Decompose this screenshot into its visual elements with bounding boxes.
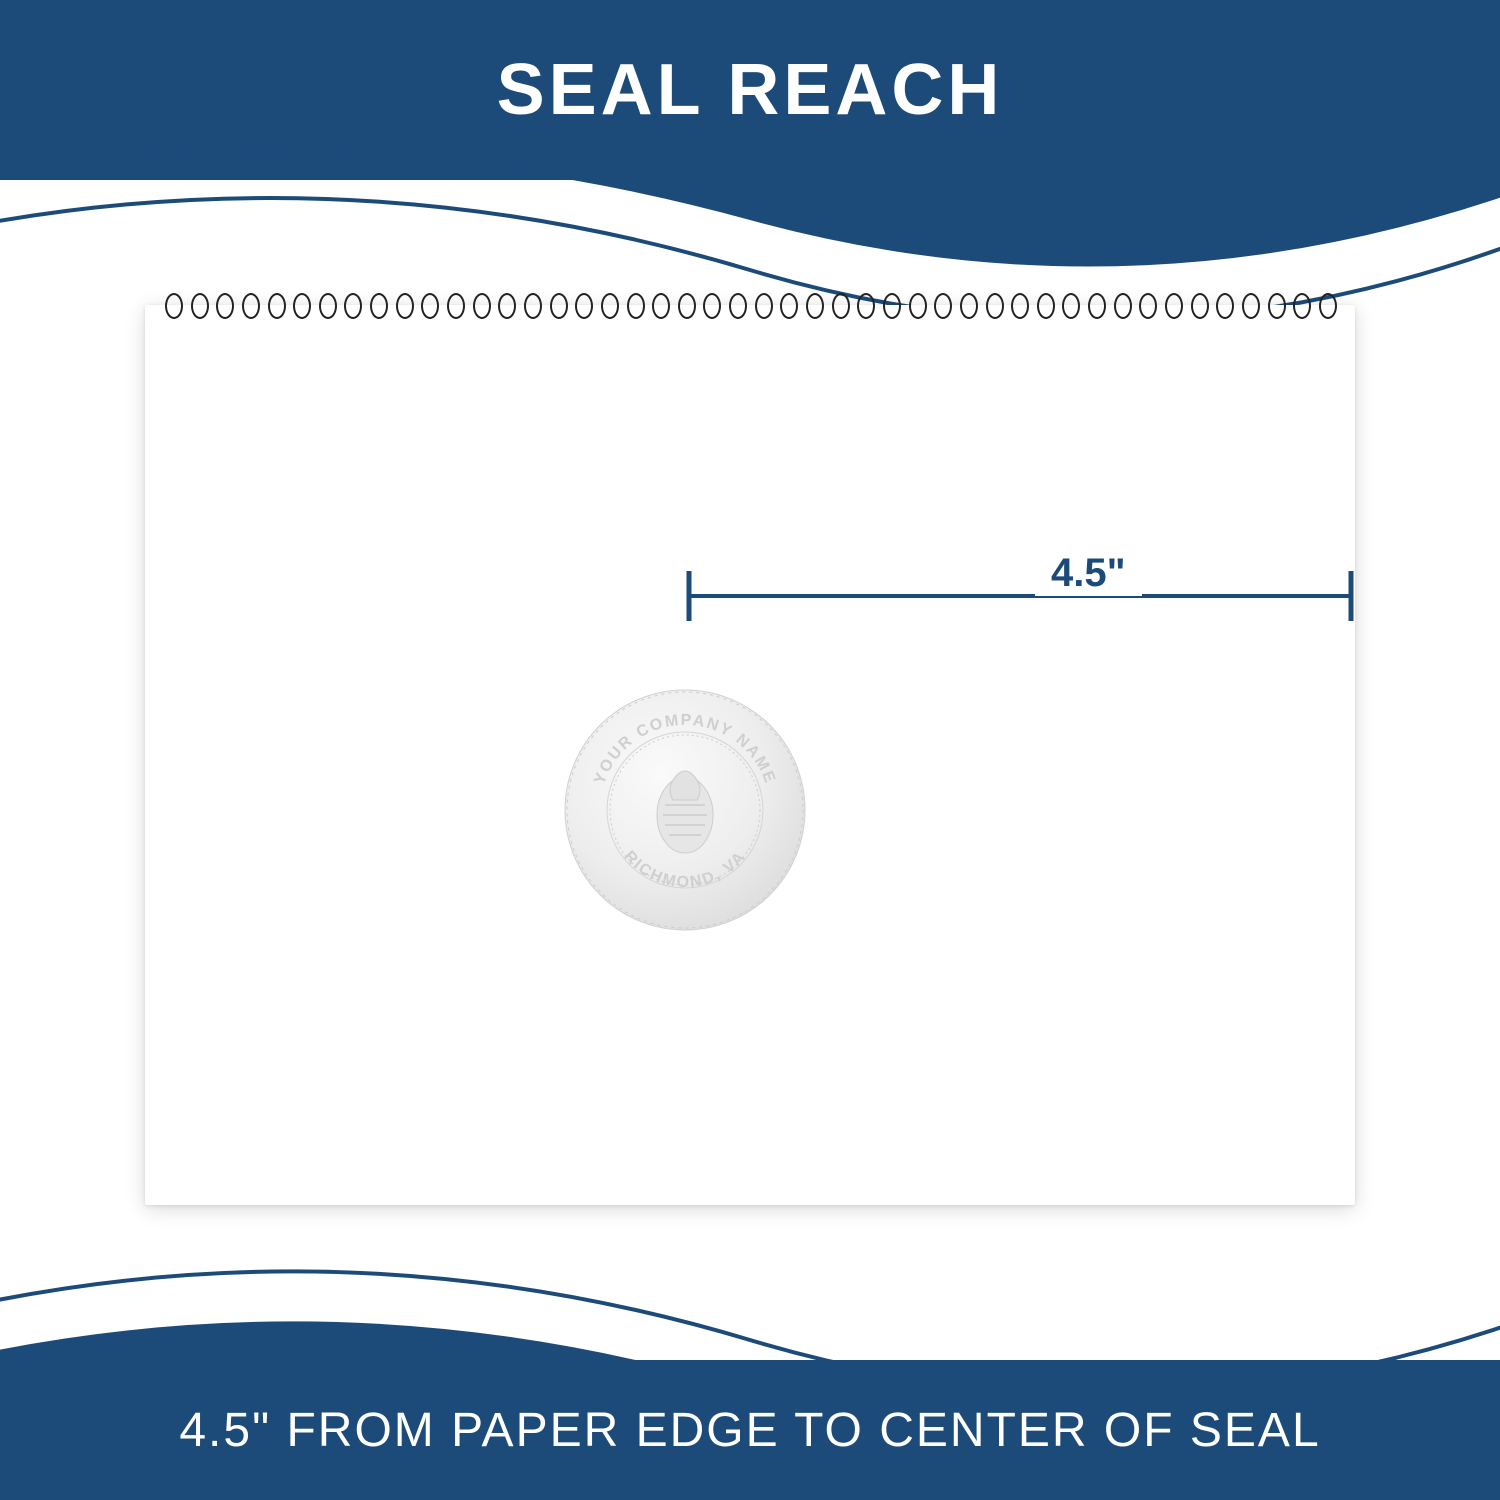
- spiral-ring: [268, 293, 284, 319]
- spiral-ring: [498, 293, 514, 319]
- notebook-paper: YOUR COMPANY NAME RICHMOND, VA 4.5": [145, 305, 1355, 1205]
- spiral-ring: [1293, 293, 1309, 319]
- spiral-ring: [832, 293, 848, 319]
- spiral-ring: [370, 293, 386, 319]
- header-banner: SEAL REACH: [0, 0, 1500, 180]
- spiral-ring: [806, 293, 822, 319]
- spiral-ring: [575, 293, 591, 319]
- spiral-binding: [165, 293, 1335, 323]
- spiral-ring: [1165, 293, 1181, 319]
- spiral-ring: [729, 293, 745, 319]
- spiral-ring: [1011, 293, 1027, 319]
- page-title: SEAL REACH: [497, 49, 1004, 131]
- spiral-ring: [755, 293, 771, 319]
- spiral-ring: [703, 293, 719, 319]
- spiral-ring: [216, 293, 232, 319]
- spiral-ring: [1268, 293, 1284, 319]
- measurement-line: 4.5": [685, 571, 1355, 631]
- spiral-ring: [986, 293, 1002, 319]
- spiral-ring: [396, 293, 412, 319]
- spiral-ring: [1319, 293, 1335, 319]
- spiral-ring: [1139, 293, 1155, 319]
- spiral-ring: [473, 293, 489, 319]
- spiral-ring: [524, 293, 540, 319]
- spiral-ring: [627, 293, 643, 319]
- spiral-ring: [857, 293, 873, 319]
- embossed-seal: YOUR COMPANY NAME RICHMOND, VA: [560, 685, 810, 935]
- spiral-ring: [1242, 293, 1258, 319]
- spiral-ring: [344, 293, 360, 319]
- spiral-ring: [1191, 293, 1207, 319]
- spiral-ring: [191, 293, 207, 319]
- spiral-ring: [1216, 293, 1232, 319]
- spiral-ring: [293, 293, 309, 319]
- spiral-ring: [1114, 293, 1130, 319]
- spiral-ring: [960, 293, 976, 319]
- spiral-ring: [678, 293, 694, 319]
- spiral-ring: [1062, 293, 1078, 319]
- spiral-ring: [601, 293, 617, 319]
- spiral-ring: [652, 293, 668, 319]
- spiral-ring: [1088, 293, 1104, 319]
- spiral-ring: [447, 293, 463, 319]
- spiral-ring: [242, 293, 258, 319]
- spiral-ring: [909, 293, 925, 319]
- spiral-ring: [1037, 293, 1053, 319]
- spiral-ring: [550, 293, 566, 319]
- spiral-ring: [934, 293, 950, 319]
- spiral-ring: [319, 293, 335, 319]
- spiral-ring: [883, 293, 899, 319]
- footer-text: 4.5" FROM PAPER EDGE TO CENTER OF SEAL: [179, 1403, 1320, 1458]
- spiral-ring: [780, 293, 796, 319]
- footer-banner: 4.5" FROM PAPER EDGE TO CENTER OF SEAL: [0, 1360, 1500, 1500]
- spiral-ring: [421, 293, 437, 319]
- spiral-ring: [165, 293, 181, 319]
- measurement-label: 4.5": [1035, 551, 1142, 596]
